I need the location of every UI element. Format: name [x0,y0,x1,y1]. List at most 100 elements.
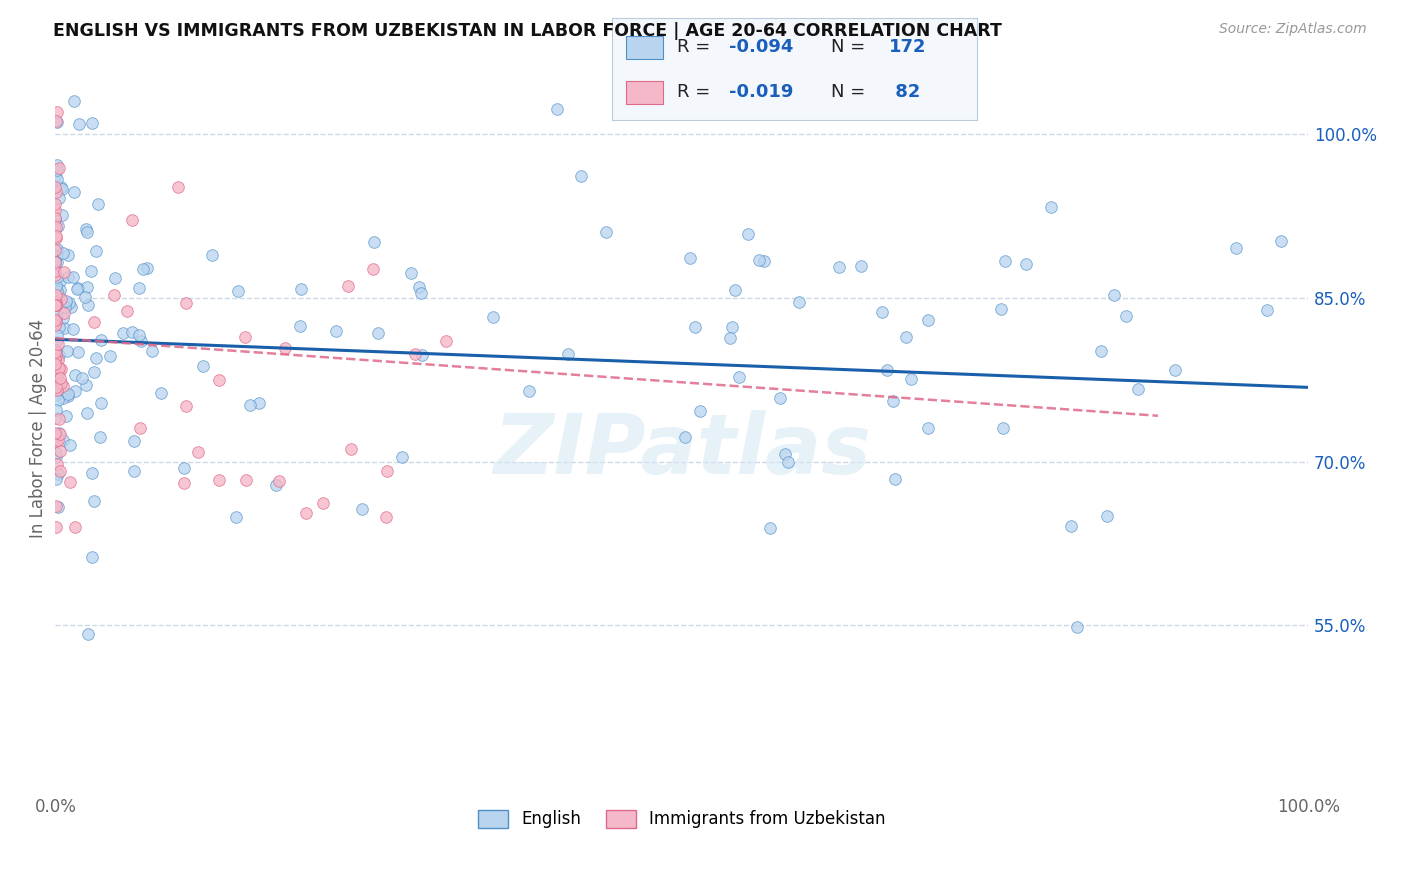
Point [44,387,66,401]
Point [49,180,72,194]
Point [76,406,98,420]
Point [728,369,751,384]
Point [45,445,67,459]
Point [128,421,150,435]
Point [49,292,72,306]
Point [235,473,257,487]
Point [769,392,792,406]
Point [65,368,87,382]
Point [176,296,198,310]
Point [46,337,69,351]
Point [44,197,66,211]
Bar [626,81,662,104]
Point [45,249,67,263]
Text: Source: ZipAtlas.com: Source: ZipAtlas.com [1219,22,1367,37]
Point [56,269,79,284]
Point [44,294,66,309]
Point [44,345,66,359]
Point [52,379,75,393]
Point [44,344,66,359]
Point [45,359,67,374]
Point [44,180,66,194]
Point [45,328,67,343]
Point [724,283,747,297]
Point [75,290,97,304]
Point [45,368,67,383]
Point [187,445,209,459]
Point [1015,257,1038,271]
Point [48,361,70,376]
Point [58,296,80,310]
Point [52,311,75,326]
Point [45,500,67,514]
Point [128,281,150,295]
Point [294,506,316,520]
Point [58,248,80,262]
Point [375,464,398,478]
Point [482,310,505,324]
Point [363,235,385,249]
Point [98,349,121,363]
Point [883,472,905,486]
Point [1128,382,1150,396]
Point [55,293,77,308]
Y-axis label: In Labor Force | Age 20-64: In Labor Force | Age 20-64 [30,319,46,539]
Point [208,473,231,487]
Point [121,213,143,227]
Point [44,268,66,282]
Point [82,466,104,480]
Point [46,373,69,387]
Point [46,242,69,256]
Point [59,437,82,451]
Point [882,394,904,409]
Point [340,442,363,456]
Point [991,421,1014,435]
Point [83,493,105,508]
Point [718,331,741,345]
Point [773,447,796,461]
Point [44,264,66,278]
Point [150,386,173,401]
Point [411,348,433,362]
Point [104,271,127,285]
Legend: English, Immigrants from Uzbekistan: English, Immigrants from Uzbekistan [471,803,893,835]
Point [51,182,73,196]
Point [44,244,66,258]
Text: ZIPatlas: ZIPatlas [494,410,870,491]
Point [52,305,75,319]
Point [46,467,69,481]
Bar [626,37,662,59]
Point [737,227,759,241]
Point [45,163,67,178]
Point [52,433,75,447]
Point [45,434,67,449]
Point [1040,200,1063,214]
Point [45,309,67,323]
Point [46,284,69,298]
Point [336,279,359,293]
Point [128,327,150,342]
Point [83,365,105,379]
Point [45,428,67,442]
Point [917,313,939,327]
Point [44,202,66,217]
Point [82,116,104,130]
Point [46,270,69,285]
Point [59,300,82,314]
Point [404,347,426,361]
Point [233,330,256,344]
Point [408,280,430,294]
Point [849,260,872,274]
Point [174,400,197,414]
Point [67,117,90,131]
Point [48,320,70,334]
Point [173,475,195,490]
Point [48,353,70,368]
Point [48,427,70,442]
Text: N =: N = [831,83,865,101]
Point [173,460,195,475]
Point [141,343,163,358]
Point [900,372,922,386]
Point [59,475,82,489]
Point [679,251,702,265]
